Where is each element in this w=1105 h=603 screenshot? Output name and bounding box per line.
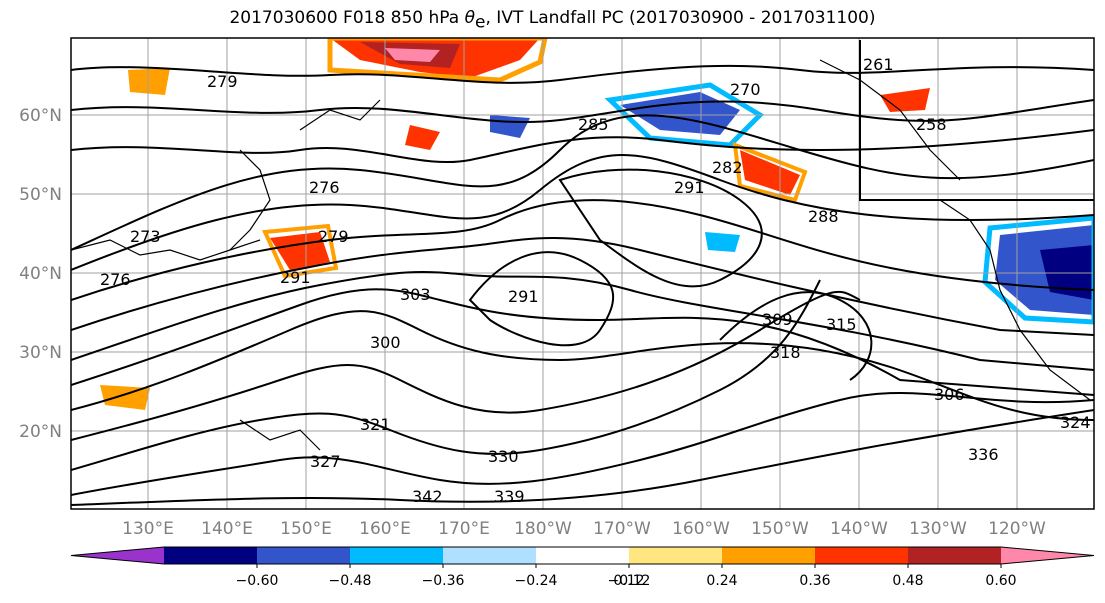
map-panel: 276 279 273 276 291 279 303 291 300 291 … <box>71 38 1094 509</box>
lon-label: 150°E <box>280 519 332 539</box>
colorbar-segment <box>536 547 629 564</box>
lon-label: 170°W <box>593 519 651 539</box>
lon-label: 160°E <box>359 519 411 539</box>
lon-label: 160°W <box>672 519 730 539</box>
colorbar-segment <box>908 547 1001 564</box>
lat-label: 20°N <box>19 422 62 442</box>
lon-label: 180°W <box>514 519 572 539</box>
colorbar-tick-label: −0.24 <box>515 573 558 589</box>
lat-label: 30°N <box>19 343 62 363</box>
coastlines <box>71 59 1091 451</box>
contour-label: 315 <box>826 315 857 334</box>
colorbar-tick-label: 0.60 <box>985 573 1016 589</box>
contour-label: 288 <box>808 207 839 226</box>
contour-label: 291 <box>508 287 539 306</box>
contour-label: 324 <box>1060 413 1091 432</box>
lat-label: 60°N <box>19 106 62 126</box>
colorbar-tick-label: 0.12 <box>613 573 644 589</box>
colorbar-tick-label: 0.24 <box>706 573 737 589</box>
lat-label: 50°N <box>19 185 62 205</box>
lon-label: 140°W <box>830 519 888 539</box>
contour-label: 306 <box>934 385 965 404</box>
lon-label: 170°E <box>438 519 490 539</box>
colorbar-extend-low <box>71 547 164 564</box>
contour-label: 276 <box>309 178 340 197</box>
contour-label: 282 <box>712 158 743 177</box>
map-frame <box>70 37 1095 510</box>
contour-label: 336 <box>968 445 999 464</box>
contour-label: 276 <box>100 270 131 289</box>
contour-label: 303 <box>400 285 431 304</box>
colorbar-segment <box>629 547 722 564</box>
contour-label: 270 <box>730 80 761 99</box>
contour-label: 273 <box>130 227 161 246</box>
lon-label: 120°W <box>988 519 1046 539</box>
colorbar-tick-label: −0.36 <box>422 573 465 589</box>
colorbar-tick-label: −0.48 <box>329 573 372 589</box>
contour-label: 258 <box>916 115 947 134</box>
colorbar-segment <box>257 547 350 564</box>
lon-label: 150°W <box>751 519 809 539</box>
contour-label: 261 <box>863 55 894 74</box>
longitude-labels: 130°E 140°E 150°E 160°E 170°E 180°W 170°… <box>122 519 1046 539</box>
colorbar-tick-label: −0.60 <box>236 573 279 589</box>
lon-label: 130°E <box>122 519 174 539</box>
colorbar-segment <box>815 547 908 564</box>
colorbar: −0.60 −0.48 −0.36 −0.24 −0.120.12 0.24 0.36 0.4… <box>70 546 1095 589</box>
contour-label: 279 <box>318 227 349 246</box>
contour-label: 300 <box>370 333 401 352</box>
colorbar-tick-label: −0.12 <box>608 573 651 589</box>
colorbar-segment <box>722 547 815 564</box>
contour-label-group: 276 279 273 276 291 279 303 291 300 291 … <box>100 55 1091 506</box>
contour-label: 285 <box>578 115 609 134</box>
colorbar-extend-high <box>1001 547 1094 564</box>
map-title: 2017030600 F018 850 hPa θe, IVT Landfall… <box>229 8 876 33</box>
lat-label: 40°N <box>19 264 62 284</box>
colorbar-segment <box>164 547 257 564</box>
contour-label: 291 <box>280 268 311 287</box>
contour-label: 321 <box>360 415 391 434</box>
contour-label: 327 <box>310 452 341 471</box>
latitude-labels: 60°N 50°N 40°N 30°N 20°N <box>19 106 62 442</box>
contour-label: 291 <box>674 178 705 197</box>
graticule <box>71 38 1094 509</box>
colorbar-tick-label: 0.36 <box>799 573 830 589</box>
colorbar-segment <box>350 547 443 564</box>
lon-label: 130°W <box>909 519 967 539</box>
contour-label: 339 <box>494 487 525 506</box>
colorbar-tick-label: 0.48 <box>892 573 923 589</box>
lon-label: 140°E <box>201 519 253 539</box>
contour-label: 309 <box>762 310 793 329</box>
contour-label: 342 <box>412 487 443 506</box>
colorbar-outline <box>70 546 1095 565</box>
contour-label: 330 <box>488 447 519 466</box>
colorbar-segment <box>443 547 536 564</box>
contour-label: 279 <box>207 72 238 91</box>
contour-label: 318 <box>770 343 801 362</box>
anomaly-shading <box>100 38 1094 410</box>
